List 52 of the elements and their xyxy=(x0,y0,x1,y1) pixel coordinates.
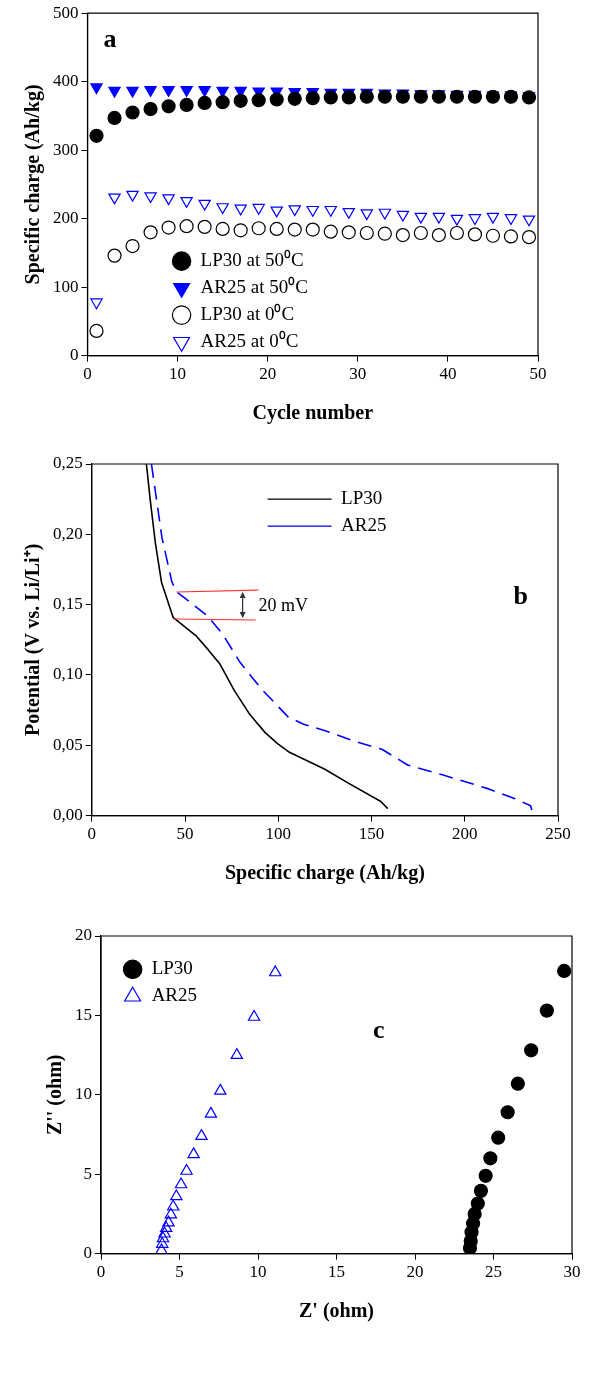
y-tick-label: 0,05 xyxy=(53,734,83,754)
y-tick-label: 500 xyxy=(53,2,79,22)
x-tick-label: 200 xyxy=(452,824,478,844)
x-axis-title: Specific charge (Ah/kg) xyxy=(224,861,425,885)
x-tick-label: 50 xyxy=(176,824,194,844)
annotation: 20 mV xyxy=(258,594,309,615)
x-tick-label: 150 xyxy=(358,824,385,844)
y-axis-title: Potential (V vs. Li/Li⁺) xyxy=(21,543,45,736)
annotation: c xyxy=(373,1015,385,1044)
x-tick-label: 250 xyxy=(545,824,571,844)
legend-label: AR25 at 50⁰C xyxy=(200,276,308,298)
y-tick-label: 15 xyxy=(75,1004,92,1024)
annotation: b xyxy=(513,581,528,611)
legend-label: LP30 xyxy=(341,487,383,509)
y-tick-label: 0,15 xyxy=(53,594,83,614)
y-tick-label: 200 xyxy=(53,208,79,228)
y-tick-label: 400 xyxy=(53,71,79,91)
x-tick-label: 0 xyxy=(96,1262,106,1282)
y-tick-label: 0 xyxy=(83,1243,92,1263)
y-tick-label: 100 xyxy=(53,276,79,296)
legend-label: LP30 at 50⁰C xyxy=(200,249,304,271)
y-tick-label: 0,00 xyxy=(53,805,83,825)
x-tick-label: 10 xyxy=(169,364,187,384)
x-axis-title: Cycle number xyxy=(252,401,374,425)
x-tick-label: 40 xyxy=(439,364,457,384)
y-tick-label: 20 xyxy=(75,925,92,945)
legend-label: AR25 xyxy=(151,984,198,1006)
x-tick-label: 15 xyxy=(328,1262,345,1282)
x-tick-label: 30 xyxy=(563,1262,581,1282)
legend-label: LP30 at 0⁰C xyxy=(200,303,295,325)
x-tick-label: 50 xyxy=(529,364,547,384)
x-tick-label: 20 xyxy=(406,1262,424,1282)
x-tick-label: 25 xyxy=(485,1262,502,1282)
x-axis-title: Z' (ohm) xyxy=(299,1299,374,1323)
y-tick-label: 0,10 xyxy=(53,664,83,684)
y-axis-title: Z'' (ohm) xyxy=(43,1054,67,1136)
legend-label: AR25 xyxy=(341,514,387,536)
y-tick-label: 0,25 xyxy=(53,453,83,473)
x-tick-label: 100 xyxy=(265,824,291,844)
y-tick-label: 0 xyxy=(70,345,79,365)
y-tick-label: 300 xyxy=(53,139,79,159)
x-tick-label: 30 xyxy=(349,364,367,384)
legend-label: AR25 at 0⁰C xyxy=(200,330,299,352)
annotation: a xyxy=(103,24,117,54)
legend-label: LP30 xyxy=(151,957,193,979)
y-axis-title: Specific charge (Ah/kg) xyxy=(21,84,45,285)
x-tick-label: 20 xyxy=(259,364,277,384)
x-tick-label: 5 xyxy=(175,1262,184,1282)
y-tick-label: 10 xyxy=(75,1084,92,1104)
y-tick-label: 0,20 xyxy=(53,523,83,543)
x-tick-label: 10 xyxy=(249,1262,267,1282)
y-tick-label: 5 xyxy=(83,1163,92,1183)
